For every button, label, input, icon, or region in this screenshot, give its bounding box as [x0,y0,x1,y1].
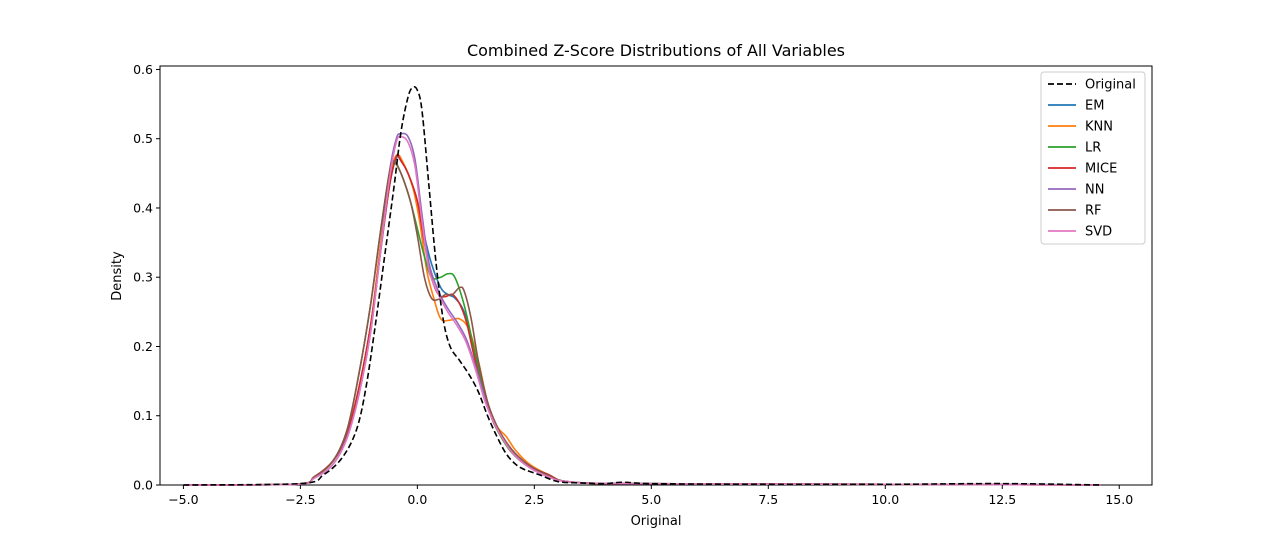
y-tick-label: 0.0 [133,478,153,493]
series-line-svd [183,135,1101,486]
x-tick-label: −5.0 [168,492,198,507]
y-axis: 0.0 0.1 0.2 0.3 0.4 0.5 0.6 [133,62,160,493]
legend-label-rf: RF [1085,204,1102,219]
legend-label-original: Original [1085,78,1136,93]
y-tick-label: 0.3 [133,270,153,285]
legend-label-lr: LR [1085,141,1101,156]
legend-box [1040,71,1146,245]
x-tick-label: 7.5 [758,492,778,507]
legend-label-mice: MICE [1085,162,1117,177]
x-tick-label: 15.0 [1105,492,1133,507]
x-tick-label: 12.5 [988,492,1016,507]
x-tick-label: 0.0 [407,492,427,507]
chart-title: Combined Z-Score Distributions of All Va… [467,41,845,60]
series-line-rf [183,160,1101,486]
x-tick-label: −2.5 [285,492,315,507]
x-axis: −5.0 −2.5 0.0 2.5 5.0 7.5 10.0 12.5 15.0 [168,485,1133,507]
y-tick-label: 0.5 [133,131,153,146]
legend: Original EM KNN LR MICE NN RF SVD [1040,71,1146,245]
x-tick-label: 10.0 [871,492,899,507]
y-tick-label: 0.2 [133,339,153,354]
legend-label-em: EM [1085,99,1104,114]
plot-frame [159,65,1153,486]
series-line-original [183,86,1101,486]
series-layer [183,86,1101,486]
y-axis-label: Density [110,251,125,301]
legend-label-nn: NN [1085,183,1104,198]
x-tick-label: 2.5 [524,492,544,507]
x-axis-label: Original [631,514,682,529]
plot-area [159,65,1153,486]
y-tick-label: 0.6 [133,62,153,77]
y-tick-label: 0.1 [133,408,153,423]
legend-label-svd: SVD [1085,225,1112,240]
x-tick-label: 5.0 [641,492,661,507]
legend-label-knn: KNN [1085,120,1113,135]
y-tick-label: 0.4 [133,200,153,215]
